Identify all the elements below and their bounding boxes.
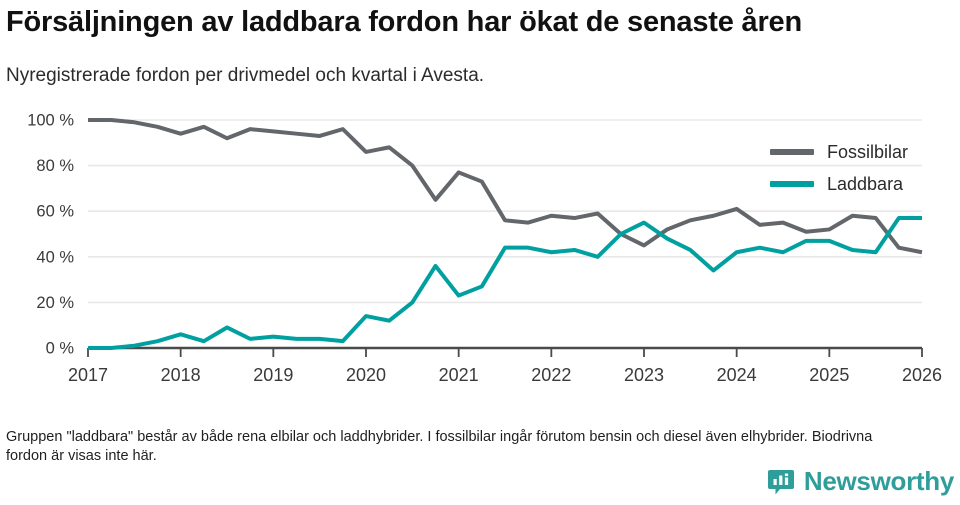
- x-axis-tick-label: 2017: [68, 365, 108, 385]
- brand-name: Newsworthy: [803, 466, 954, 496]
- legend-label-laddbara: Laddbara: [827, 173, 904, 194]
- series-line-laddbara: [88, 216, 922, 350]
- legend-item-fossilbilar[interactable]: Fossilbilar: [770, 136, 950, 168]
- line-chart-svg: 0 % 20 % 40 % 60 % 80 % 100 % 2017 2018 2019 2020…: [27, 112, 942, 386]
- x-axis-tick-label: 2026: [902, 365, 942, 385]
- y-axis-tick-label: 40 %: [36, 248, 74, 266]
- x-axis-tick-label: 2021: [439, 365, 479, 385]
- y-axis-tick-label: 60 %: [36, 203, 74, 221]
- legend-swatch-fossilbilar: [770, 149, 814, 155]
- bar-chart-bubble-icon: [767, 468, 795, 496]
- x-axis-tick-label: 2023: [624, 365, 664, 385]
- legend-swatch-laddbara: [770, 181, 814, 187]
- y-axis-tick-label: 0 %: [46, 340, 75, 358]
- legend-item-laddbara[interactable]: Laddbara: [770, 168, 950, 200]
- chart-plot-area: 0 % 20 % 40 % 60 % 80 % 100 % 2017 2018 2019 2020…: [0, 108, 960, 400]
- chart-legend: Fossilbilar Laddbara: [770, 136, 950, 200]
- series-line-fossilbilar: [88, 118, 923, 255]
- chart-subtitle: Nyregistrerade fordon per drivmedel och …: [6, 65, 485, 86]
- brand-logo[interactable]: Newsworthy: [767, 466, 954, 497]
- x-axis-tick-label: 2022: [531, 365, 571, 385]
- x-axis-tick-label: 2025: [809, 365, 849, 385]
- page-title: Försäljningen av laddbara fordon har öka…: [6, 6, 802, 38]
- legend-label-fossilbilar: Fossilbilar: [827, 141, 909, 162]
- x-axis-tick-label: 2024: [717, 365, 757, 385]
- y-axis-tick-label: 100 %: [27, 112, 74, 130]
- y-axis-tick-label: 80 %: [36, 157, 74, 175]
- x-axis-tick-label: 2020: [346, 365, 386, 385]
- chart-footnote: Gruppen "laddbara" består av både rena e…: [6, 429, 873, 464]
- y-axis-tick-label: 20 %: [36, 294, 74, 312]
- x-axis-tick-label: 2018: [161, 365, 201, 385]
- x-axis-tick-label: 2019: [253, 365, 293, 385]
